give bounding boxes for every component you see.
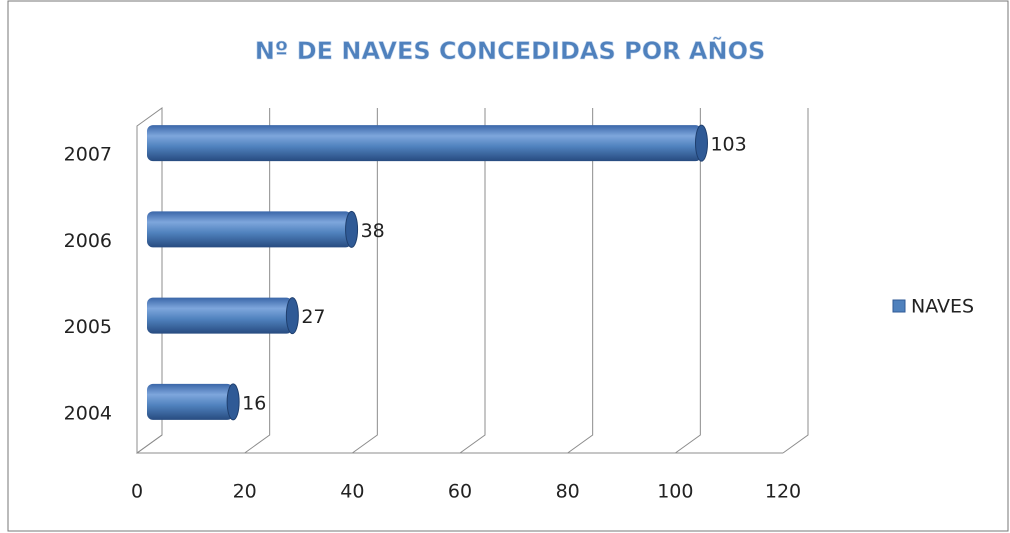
- legend-label: NAVES: [911, 296, 974, 318]
- bar-cap: [285, 297, 299, 335]
- data-label: 16: [242, 392, 266, 414]
- bar: [147, 125, 702, 162]
- y-tick-label: 2007: [64, 144, 112, 166]
- chart-border: [7, 0, 1009, 532]
- x-tick-label: 0: [131, 481, 143, 503]
- x-tick-label: 60: [448, 481, 472, 503]
- grid-line: [459, 108, 486, 454]
- x-tick-label: 80: [556, 481, 580, 503]
- chart-title: Nº DE NAVES CONCEDIDAS POR AÑOS: [255, 36, 766, 65]
- bar-cap: [694, 124, 708, 162]
- x-tick-label: 20: [233, 481, 257, 503]
- y-tick-label: 2004: [64, 402, 112, 424]
- x-tick-label: 40: [340, 481, 364, 503]
- grid-line: [782, 108, 809, 454]
- data-label: 38: [361, 220, 385, 242]
- grid-line: [567, 108, 594, 454]
- bar: [147, 383, 234, 420]
- x-tick-label: 100: [657, 481, 693, 503]
- bar-cap: [226, 383, 240, 421]
- y-tick-label: 2006: [64, 230, 112, 252]
- bar: [147, 297, 293, 334]
- bar-cap: [345, 210, 359, 248]
- grid-line: [675, 108, 701, 454]
- data-label: 103: [710, 134, 746, 156]
- x-tick-label: 120: [765, 481, 801, 503]
- grid-line: [352, 108, 378, 454]
- bar: [147, 211, 352, 248]
- legend-swatch: [892, 299, 906, 313]
- y-tick-label: 2005: [64, 316, 112, 338]
- data-label: 27: [301, 306, 325, 328]
